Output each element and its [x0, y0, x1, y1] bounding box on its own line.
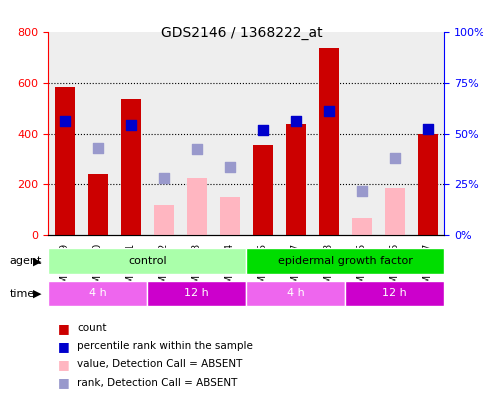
Point: [127, 122, 135, 128]
Text: epidermal growth factor: epidermal growth factor: [278, 256, 413, 266]
Text: time: time: [10, 289, 35, 298]
Point: [61, 118, 69, 124]
FancyBboxPatch shape: [246, 248, 444, 274]
FancyBboxPatch shape: [246, 281, 345, 306]
Text: ■: ■: [58, 322, 70, 335]
Bar: [418, 134, 438, 235]
Text: 12 h: 12 h: [383, 288, 407, 298]
Text: ▶: ▶: [32, 289, 41, 298]
Bar: [55, 87, 75, 235]
Point: [292, 118, 299, 124]
Bar: [187, 178, 207, 235]
Bar: [253, 145, 273, 235]
Bar: [286, 124, 306, 235]
Bar: [319, 47, 339, 235]
Bar: [385, 188, 405, 235]
Text: percentile rank within the sample: percentile rank within the sample: [77, 341, 253, 351]
Text: count: count: [77, 323, 107, 333]
Text: value, Detection Call = ABSENT: value, Detection Call = ABSENT: [77, 360, 242, 369]
Point: [424, 126, 432, 132]
Point: [193, 145, 201, 152]
Text: rank, Detection Call = ABSENT: rank, Detection Call = ABSENT: [77, 378, 238, 388]
Point: [391, 154, 399, 161]
Point: [325, 108, 333, 114]
Text: GDS2146 / 1368222_at: GDS2146 / 1368222_at: [161, 26, 322, 40]
Bar: [220, 197, 240, 235]
Point: [358, 188, 366, 194]
Text: ▶: ▶: [32, 256, 41, 266]
Text: agent: agent: [10, 256, 42, 266]
Bar: [154, 205, 174, 235]
Text: control: control: [128, 256, 167, 266]
FancyBboxPatch shape: [48, 281, 147, 306]
Point: [259, 127, 267, 133]
Bar: [121, 100, 141, 235]
Text: 4 h: 4 h: [287, 288, 305, 298]
Point: [226, 163, 234, 170]
FancyBboxPatch shape: [345, 281, 444, 306]
Text: ■: ■: [58, 340, 70, 353]
Text: ■: ■: [58, 376, 70, 389]
Bar: [352, 218, 372, 235]
Bar: [88, 174, 108, 235]
Point: [94, 144, 102, 151]
Text: ■: ■: [58, 358, 70, 371]
FancyBboxPatch shape: [48, 248, 246, 274]
Text: 12 h: 12 h: [185, 288, 209, 298]
FancyBboxPatch shape: [147, 281, 246, 306]
Point: [160, 175, 168, 181]
Text: 4 h: 4 h: [89, 288, 107, 298]
